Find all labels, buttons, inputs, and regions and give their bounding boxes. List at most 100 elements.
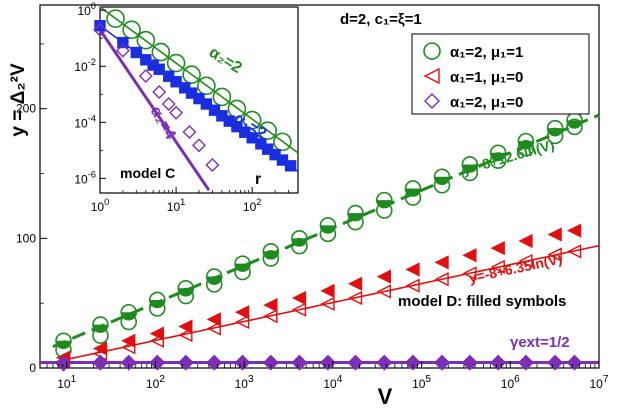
legend-label: α₁=2, μ₁=1: [450, 44, 523, 61]
main-data-point: [490, 240, 505, 256]
main-y-tick-label: 0: [29, 361, 36, 375]
main-y-axis-label: y = Δ₂²V: [8, 63, 29, 137]
inset-data-point: [192, 138, 206, 153]
main-data-point: [320, 283, 335, 298]
main-data-point: [234, 305, 250, 320]
inset-data-point: [115, 43, 130, 58]
main-data-point: [92, 354, 108, 370]
main-data-point: [376, 284, 391, 299]
main-x-tick-label: 104: [323, 374, 342, 391]
inset-data-point: [151, 42, 171, 62]
main-data-point: [291, 302, 307, 317]
main-data-point: [320, 296, 335, 311]
inset-data-point: [284, 160, 297, 172]
inset-data-point: [106, 9, 125, 28]
main-x-axis-label: V: [378, 384, 393, 409]
main-data-point: [235, 354, 251, 370]
main-y-tick-label: 100: [16, 231, 36, 245]
legend-marker: [424, 93, 440, 109]
main-y-tick-label: 200: [16, 102, 36, 116]
inset-data-point: [273, 132, 292, 152]
inset-data-point: [169, 105, 184, 120]
legend-label: α₁=1, μ₁=0: [450, 69, 523, 86]
model-d-annotation: model D: filled symbols: [398, 293, 566, 310]
main-data-point: [376, 269, 391, 284]
main-data-point: [149, 326, 165, 341]
main-data-point: [291, 290, 307, 306]
inset-data-point: [152, 85, 167, 100]
legend: α₁=2, μ₁=1 α₁=1, μ₁=0 α₁=2, μ₁=0: [411, 33, 590, 115]
inset-data-point: [205, 157, 220, 172]
inset-fit-line: [98, 28, 211, 192]
main-data-point: [434, 354, 450, 370]
inset-data-point: [227, 99, 247, 119]
inset-data-point: [122, 20, 141, 40]
inset-data-point: [276, 154, 289, 166]
inset-data-point: [117, 36, 129, 49]
main-data-point: [347, 290, 363, 306]
main-data-point: [462, 248, 477, 263]
inset-data-point: [242, 110, 262, 130]
main-data-point: [566, 244, 582, 259]
main-data-point: [566, 118, 583, 136]
main-data-point: [567, 354, 583, 370]
main-axis-ticks: 101 102 103 104 105 106 107 0 100 200: [16, 43, 609, 391]
main-data-point: [518, 233, 533, 249]
inset-data-markers: [93, 9, 297, 172]
main-data-point: [434, 272, 449, 287]
header-text: d=2, c₁=ξ=1: [340, 11, 422, 28]
main-data-point: [405, 262, 420, 277]
main-data-point: [518, 253, 533, 269]
legend-box: [411, 33, 590, 115]
inset-data-point: [93, 22, 107, 37]
main-data-point: [490, 259, 505, 275]
main-data-point: [149, 354, 165, 370]
main-x-tick-label: 102: [146, 374, 165, 391]
main-data-point: [149, 333, 165, 348]
main-data-point: [206, 321, 221, 336]
legend-marker: [423, 42, 441, 60]
main-x-tick-label: 101: [57, 374, 76, 391]
main-data-point: [178, 327, 193, 343]
main-data-point: [320, 354, 336, 370]
inset-data-point: [153, 63, 165, 75]
inset-data-point: [246, 132, 258, 144]
main-data-point: [263, 354, 279, 370]
main-data-point: [178, 319, 193, 334]
main-data-point: [263, 297, 278, 313]
inset-data-point: [138, 68, 153, 83]
inset-data-point: [161, 96, 176, 111]
main-data-point: [405, 354, 421, 370]
inset-model-c-label: model C: [120, 165, 175, 181]
inset-data-point: [182, 125, 197, 140]
main-data-point: [462, 266, 477, 281]
main-data-point: [234, 314, 250, 330]
main-x-tick-label: 105: [412, 374, 431, 391]
inset-data-point: [197, 76, 216, 96]
inset-data-point: [136, 30, 156, 50]
inset-data-point: [166, 53, 186, 73]
inset-data-point: [258, 121, 278, 141]
main-data-point: [547, 247, 562, 262]
main-data-point: [206, 312, 221, 327]
main-data-point: [291, 354, 307, 370]
main-data-point: [405, 278, 420, 293]
inset-x-axis-label: r: [255, 171, 261, 188]
inset-data-point: [130, 46, 143, 59]
legend-marker: [423, 67, 440, 85]
main-data-point: [376, 354, 392, 370]
main-data-point: [263, 309, 278, 324]
inset-data-point: [94, 19, 106, 32]
main-x-tick-label: 103: [235, 374, 254, 391]
main-data-point: [566, 223, 582, 238]
main-data-point: [547, 227, 562, 242]
main-data-point: [121, 333, 136, 348]
main-data-point: [518, 354, 534, 370]
inset-data-point: [170, 76, 182, 88]
main-data-point: [121, 354, 137, 370]
main-data-point: [348, 354, 363, 370]
main-data-markers: [55, 112, 583, 372]
legend-label: α₁=2, μ₁=0: [450, 94, 523, 111]
